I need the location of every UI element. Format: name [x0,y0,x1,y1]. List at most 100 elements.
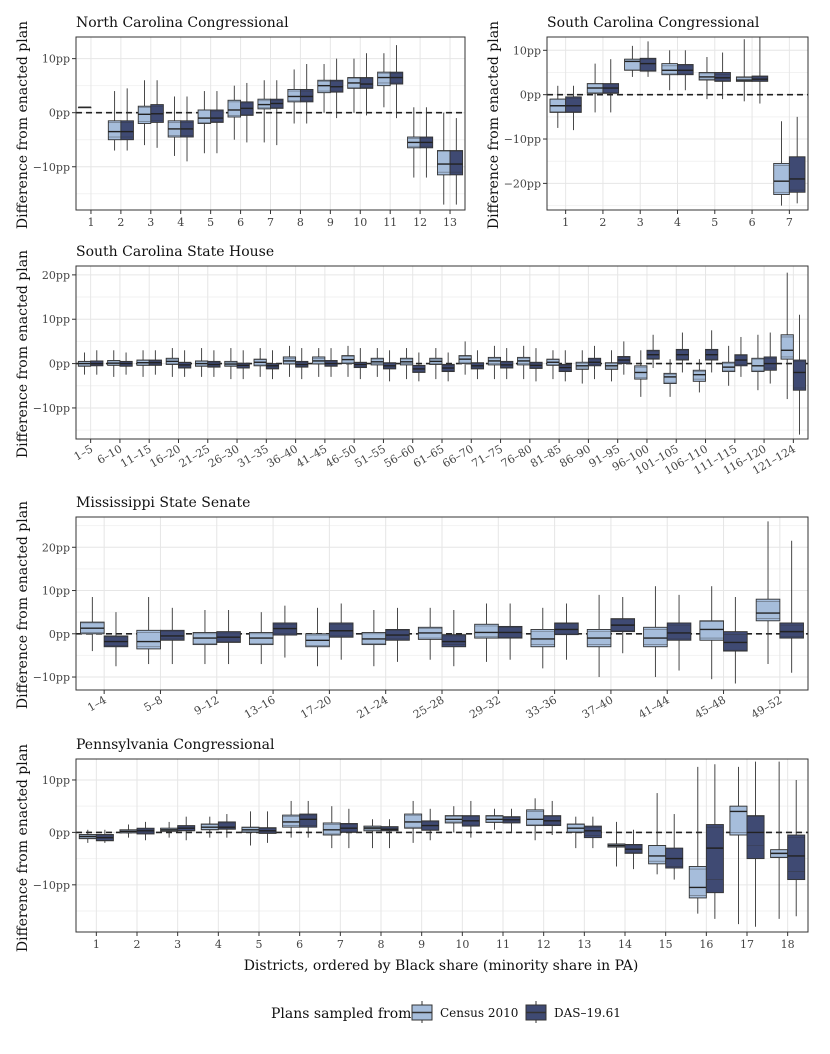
box [299,88,314,103]
box-census-37–40 [586,594,612,678]
box-das-9 [329,58,344,119]
box-census-11 [377,53,391,108]
box [714,72,731,82]
box [699,620,724,641]
x-tick-label: 76–80 [499,442,535,470]
box-das-12 [543,800,562,836]
x-tick-label: 18 [781,938,795,951]
x-tick-label: 1 [87,216,94,229]
box [729,805,748,836]
y-tick-label: 0pp [49,107,70,120]
y-tick-label: −10pp [504,133,541,146]
box-census-16–20 [165,348,179,377]
box-census-101–105 [663,359,677,397]
box [792,359,807,391]
x-tick-label: 29–32 [467,693,503,721]
panel-north-carolina-congressional: North Carolina Congressional Difference … [15,15,466,229]
box-census-61–65 [429,348,443,380]
panel-title-south-carolina-congressional: South Carolina Congressional [547,15,760,31]
box [639,57,657,72]
box-das-56–60 [412,352,426,382]
panel-title-north-carolina-congressional: North Carolina Congressional [76,15,289,31]
box-das-111–115 [734,336,748,377]
box [377,71,391,87]
box [217,821,236,830]
x-tick-label: 9 [327,216,334,229]
box-das-3 [177,816,196,841]
box-census-1–5 [77,352,92,375]
box [643,626,668,648]
box-census-41–45 [312,348,326,377]
box-das-21–24 [385,607,410,662]
x-tick-label: 14 [618,938,632,951]
box-das-91–95 [617,341,631,375]
box-das-31–35 [265,350,280,380]
box [755,598,781,622]
box-das-9–12 [216,609,241,665]
box [197,109,212,124]
box-das-49–52 [779,540,804,673]
box [530,629,556,648]
box-census-33–36 [530,607,556,669]
legend-label-das: DAS–19.61 [554,1006,621,1020]
x-tick-label: 2 [134,938,141,951]
box-census-76–80 [517,345,531,380]
box-census-21–25 [195,348,209,377]
x-tick-label: 10 [353,216,367,229]
box [359,77,374,89]
box-das-10 [461,800,480,838]
x-tick-label: 12 [413,216,427,229]
y-tick-label: −10pp [33,402,70,415]
x-tick-label: 1–5 [72,442,95,463]
box [663,372,677,385]
box-census-56–60 [399,348,414,380]
box-census-3 [160,821,179,838]
y-tick-label: 10pp [42,313,70,326]
box-das-1 [565,85,582,131]
box [666,622,692,641]
box-census-116–120 [751,334,765,391]
y-axis-label: Difference from enacted plan [15,744,31,952]
box-census-18 [770,761,789,919]
box-das-3 [639,41,657,77]
x-tick-label: 13 [443,216,457,229]
box-census-13 [566,816,585,849]
box [723,631,748,652]
x-tick-label: 7 [337,938,344,951]
box-census-9 [317,64,331,113]
plot-area-mississippi-state-senate: −10pp 0pp 10pp 20pp 1–4 5–8 9–12 13–16 17–20 21–2… [33,516,809,721]
box [661,63,678,76]
x-tick-label: 1 [93,938,100,951]
box-das-6 [299,800,318,838]
box [780,334,794,360]
box-census-11–15 [136,350,150,377]
box-das-8 [299,64,314,124]
x-tick-label: 25–28 [411,693,447,721]
x-tick-label: 9 [418,938,425,951]
box [449,150,464,176]
box-census-11 [485,808,504,830]
x-tick-label: 17 [740,938,754,951]
legend-key-das [525,1001,547,1023]
box-census-1 [77,106,92,109]
box-census-46–50 [341,345,355,377]
x-tick-label: 45–48 [693,693,729,721]
box-das-13–16 [272,605,298,658]
panel-title-mississippi-state-senate: Mississippi State Senate [76,495,250,511]
box-das-1–4 [103,612,129,667]
box-census-3 [137,80,152,146]
panel-south-carolina-state-house: South Carolina State House Difference fr… [15,244,809,477]
y-tick-label: 0pp [49,826,70,839]
panel-border [75,758,809,933]
panel-title-south-carolina-state-house: South Carolina State House [76,244,274,260]
box-das-11 [502,808,521,833]
x-tick-label: 4 [674,216,681,229]
x-tick-label: 61–65 [411,442,447,470]
box-census-111–115 [722,345,736,386]
box [227,99,242,118]
box-das-66–70 [470,350,485,380]
box-census-45–48 [699,586,724,680]
box [705,824,724,894]
box-das-3 [150,80,164,148]
